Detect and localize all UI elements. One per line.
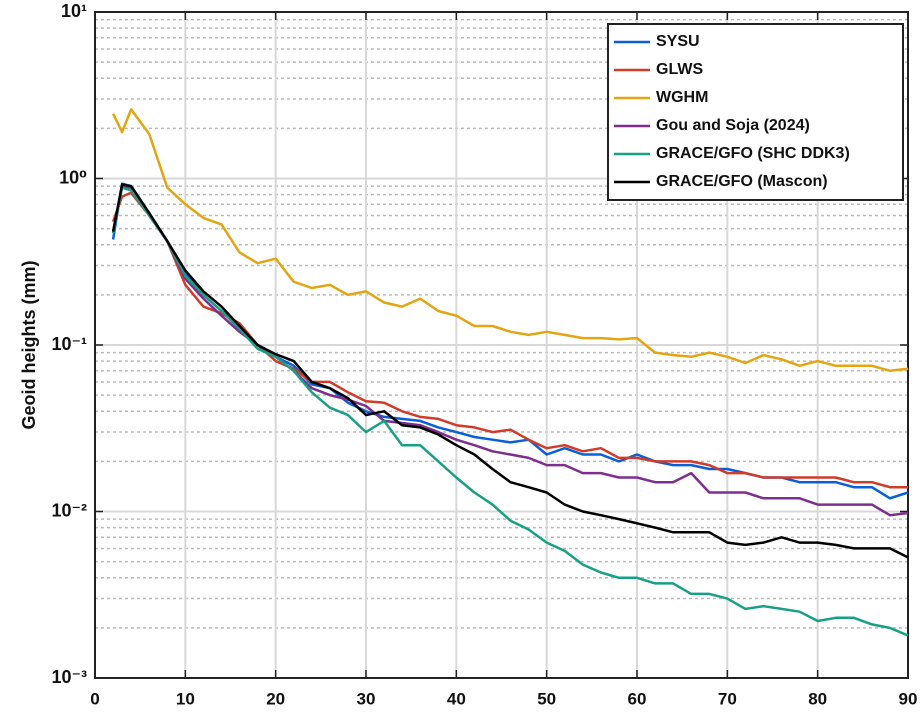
- legend-label: GLWS: [656, 61, 703, 78]
- series-line: [111, 183, 909, 559]
- x-tick-label: 50: [537, 689, 556, 708]
- legend-box: [607, 23, 904, 201]
- y-tick-label: 10⁻³: [51, 667, 87, 687]
- legend-label: GRACE/GFO (Mascon): [656, 173, 828, 190]
- legend-label: WGHM: [656, 89, 708, 106]
- y-tick-label: 10⁻¹: [51, 334, 87, 354]
- x-tick-label: 10: [176, 689, 195, 708]
- series-line: [111, 184, 909, 517]
- x-tick-label: 70: [718, 689, 737, 708]
- y-axis-label: Geoid heights (mm): [19, 260, 39, 429]
- y-tick-label: 10¹: [61, 1, 87, 21]
- x-tick-label: 0: [90, 689, 99, 708]
- plot-frame: [94, 11, 909, 679]
- series-line: [111, 182, 909, 500]
- y-tick-label: 10⁻²: [51, 500, 87, 520]
- legend-label: GRACE/GFO (SHC DDK3): [656, 145, 850, 162]
- x-tick-label: 20: [266, 689, 285, 708]
- legend-label: SYSU: [656, 33, 700, 50]
- y-tick-label: 10⁰: [59, 167, 87, 187]
- x-tick-label: 40: [447, 689, 466, 708]
- x-tick-label: 80: [808, 689, 827, 708]
- series-line: [111, 108, 909, 373]
- x-tick-label: 30: [357, 689, 376, 708]
- x-tick-label: 90: [899, 689, 918, 708]
- legend-label: Gou and Soja (2024): [656, 117, 810, 134]
- series-line: [111, 186, 909, 637]
- x-tick-label: 60: [628, 689, 647, 708]
